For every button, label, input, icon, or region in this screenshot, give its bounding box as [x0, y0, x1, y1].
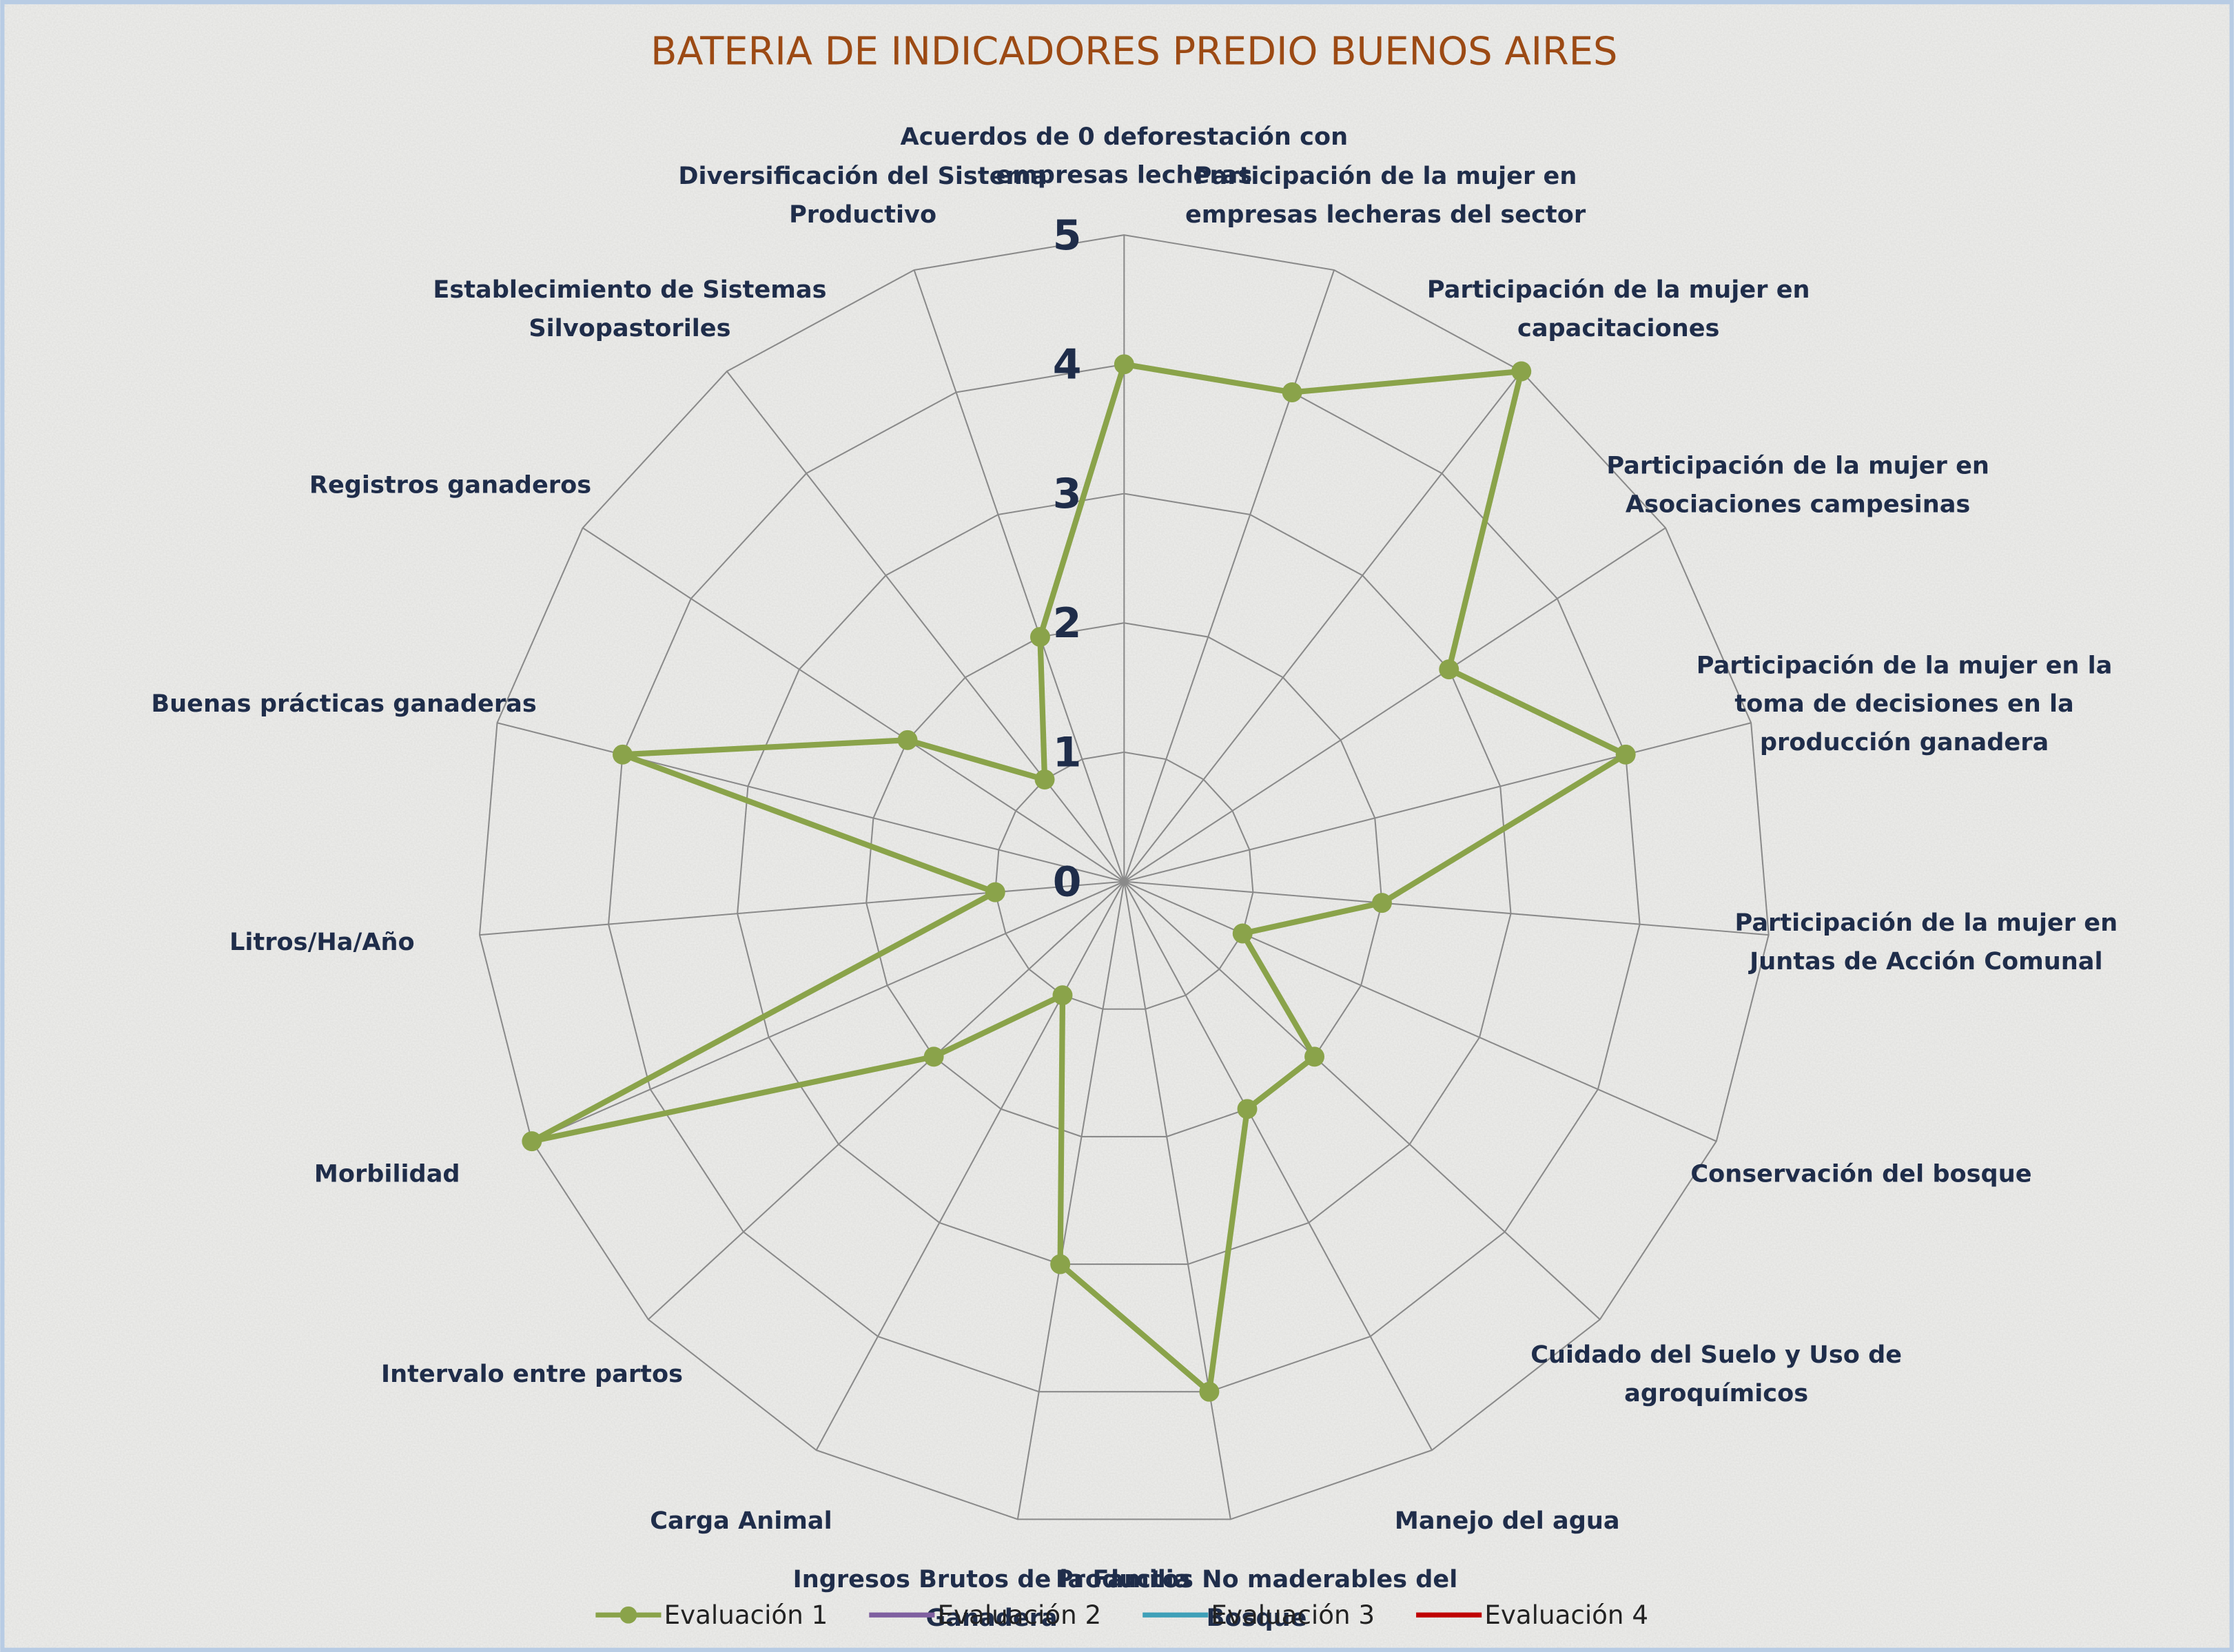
r-tick-label: 0 [1053, 858, 1082, 906]
data-point [1232, 923, 1253, 944]
r-tick-label: 4 [1053, 341, 1082, 389]
data-point [1114, 354, 1134, 375]
category-label: Cuidado del Suelo y Uso de agroquímicos [1530, 1341, 1902, 1407]
category-label: Participación de la mujer en capacitacion… [1427, 276, 1810, 342]
data-point [613, 744, 633, 765]
category-label: Registros ganaderos [309, 471, 591, 499]
category-label: Morbilidad [314, 1160, 460, 1188]
data-point [1371, 893, 1392, 913]
category-label: Participación de la mujer en Juntas de Ac… [1735, 909, 2118, 975]
spoke [1124, 722, 1752, 882]
grid-ring [994, 751, 1254, 1010]
category-label: Manejo del agua [1395, 1507, 1620, 1535]
data-point [923, 1046, 944, 1067]
category-label: Establecimiento de Sistemas Silvopastoril… [433, 276, 826, 342]
spoke [1123, 371, 1522, 882]
spoke [1124, 880, 1769, 936]
data-point [1237, 1099, 1258, 1119]
series-line [529, 361, 1629, 1395]
spoke [815, 881, 1125, 1451]
grid-ring [608, 363, 1641, 1393]
data-point [1052, 985, 1073, 1006]
data-point [1034, 770, 1055, 789]
r-tick-label: 1 [1053, 729, 1082, 777]
data-point [1304, 1046, 1325, 1067]
spoke [497, 722, 1125, 882]
grid-ring [478, 234, 1770, 1520]
spoke [1016, 881, 1125, 1520]
legend-label: Evaluación 4 [1484, 1600, 1648, 1630]
spoke [1123, 880, 1717, 1142]
legend-marker [619, 1606, 637, 1624]
chart-title: BATERIA DE INDICADORES PREDIO BUENOS AIR… [650, 30, 1617, 74]
legend-label: Evaluación 1 [664, 1600, 828, 1630]
data-point [897, 730, 918, 750]
spoke [582, 527, 1125, 882]
data-point [1511, 361, 1532, 382]
category-label: Carga Animal [650, 1507, 832, 1535]
category-label: Buenas prácticas ganaderas [151, 690, 536, 718]
r-tick-label: 5 [1053, 211, 1082, 260]
r-tick-label: 2 [1053, 599, 1082, 648]
spoke [1123, 527, 1666, 882]
spoke [1123, 881, 1433, 1451]
category-label: Participación de la mujer en Asociaciones… [1606, 451, 1989, 518]
category-label: Ingresos Brutos de la Familia Ganadera [793, 1565, 1191, 1632]
category-label: Productos No maderables del Bosque [1056, 1565, 1457, 1632]
category-label: Participación de la mujer en la toma de d… [1697, 651, 2113, 756]
data-point [1199, 1381, 1220, 1402]
spoke [726, 371, 1125, 882]
category-label: Acuerdos de 0 deforestación con empresas … [901, 123, 1349, 189]
category-label: Participación de la mujer en empresas lec… [1185, 162, 1586, 229]
spoke [913, 269, 1125, 882]
data-point [1050, 1254, 1071, 1274]
category-label: Litros/Ha/Año [229, 928, 415, 956]
category-label: Conservación del bosque [1690, 1160, 2031, 1188]
legend-label: Evaluación 3 [1211, 1600, 1375, 1630]
spoke [1123, 269, 1335, 882]
grid-ring [865, 622, 1383, 1137]
grid-ring [737, 493, 1512, 1266]
data-point [522, 1131, 542, 1152]
spoke [479, 880, 1125, 936]
data-point [1615, 744, 1636, 765]
category-label: Diversificación del Sistema Productivo [678, 162, 1047, 229]
data-point [1029, 627, 1050, 648]
data-point [1282, 382, 1302, 402]
data-point [1439, 659, 1459, 680]
spoke [648, 880, 1125, 1321]
spoke [1123, 881, 1231, 1520]
category-label: Intervalo entre partos [381, 1360, 683, 1388]
spoke [1123, 880, 1601, 1321]
data-point [985, 882, 1005, 902]
spoke [531, 880, 1125, 1142]
legend-label: Evaluación 2 [938, 1600, 1102, 1630]
